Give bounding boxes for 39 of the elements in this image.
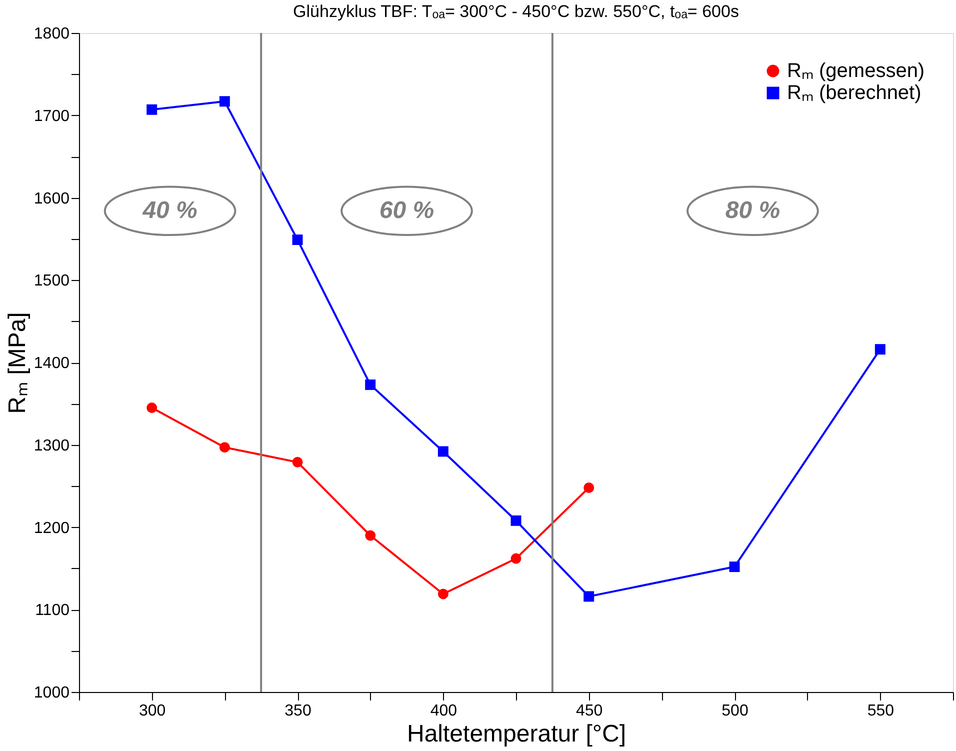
x-tick-label: 350 <box>284 702 312 720</box>
point <box>365 379 376 390</box>
point <box>219 442 230 453</box>
point <box>292 456 303 468</box>
y-tick-label: 1800 <box>34 26 70 42</box>
legend-label: Rₘ (berechnet) <box>787 82 922 104</box>
y-tick-label: 1500 <box>34 272 70 290</box>
point <box>292 234 303 246</box>
annotation: 40 % <box>142 196 198 224</box>
point <box>219 96 230 107</box>
x-tick-label: 300 <box>138 702 166 720</box>
y-tick-label: 1100 <box>35 602 70 620</box>
point <box>438 588 448 600</box>
point <box>729 562 740 572</box>
legend-label: Rₘ (gemessen) <box>787 60 925 82</box>
point <box>584 591 594 602</box>
point <box>438 446 448 457</box>
y-tick-label: 1000 <box>34 684 70 702</box>
y-tick-label: 1300 <box>34 437 70 454</box>
x-tick-label: 450 <box>576 702 603 720</box>
y-tick-label: 1700 <box>34 108 70 125</box>
point <box>584 482 594 493</box>
x-tick-label: 500 <box>722 702 748 720</box>
x-axis-title: Haltetemperatur [°C] <box>406 720 626 748</box>
x-tick-label: 400 <box>430 702 458 720</box>
annotation: 80 % <box>725 196 780 224</box>
y-tick-label: 1200 <box>34 520 70 537</box>
point <box>874 344 886 355</box>
y-tick-label: 1600 <box>34 190 70 208</box>
point <box>510 553 522 564</box>
y-axis-title: Rₘ [MPa] <box>4 312 31 414</box>
point <box>146 402 158 414</box>
point <box>146 104 158 115</box>
chart-title: Glühzyklus TBF: Tₒₐ= 300°C - 450°C bzw. 550°C, tₒₐ= 600s <box>293 2 739 21</box>
y-tick-label: 1400 <box>34 355 70 372</box>
point <box>510 515 522 526</box>
point <box>365 530 376 541</box>
annotation: 60 % <box>379 196 434 224</box>
x-tick-label: 550 <box>867 702 894 720</box>
